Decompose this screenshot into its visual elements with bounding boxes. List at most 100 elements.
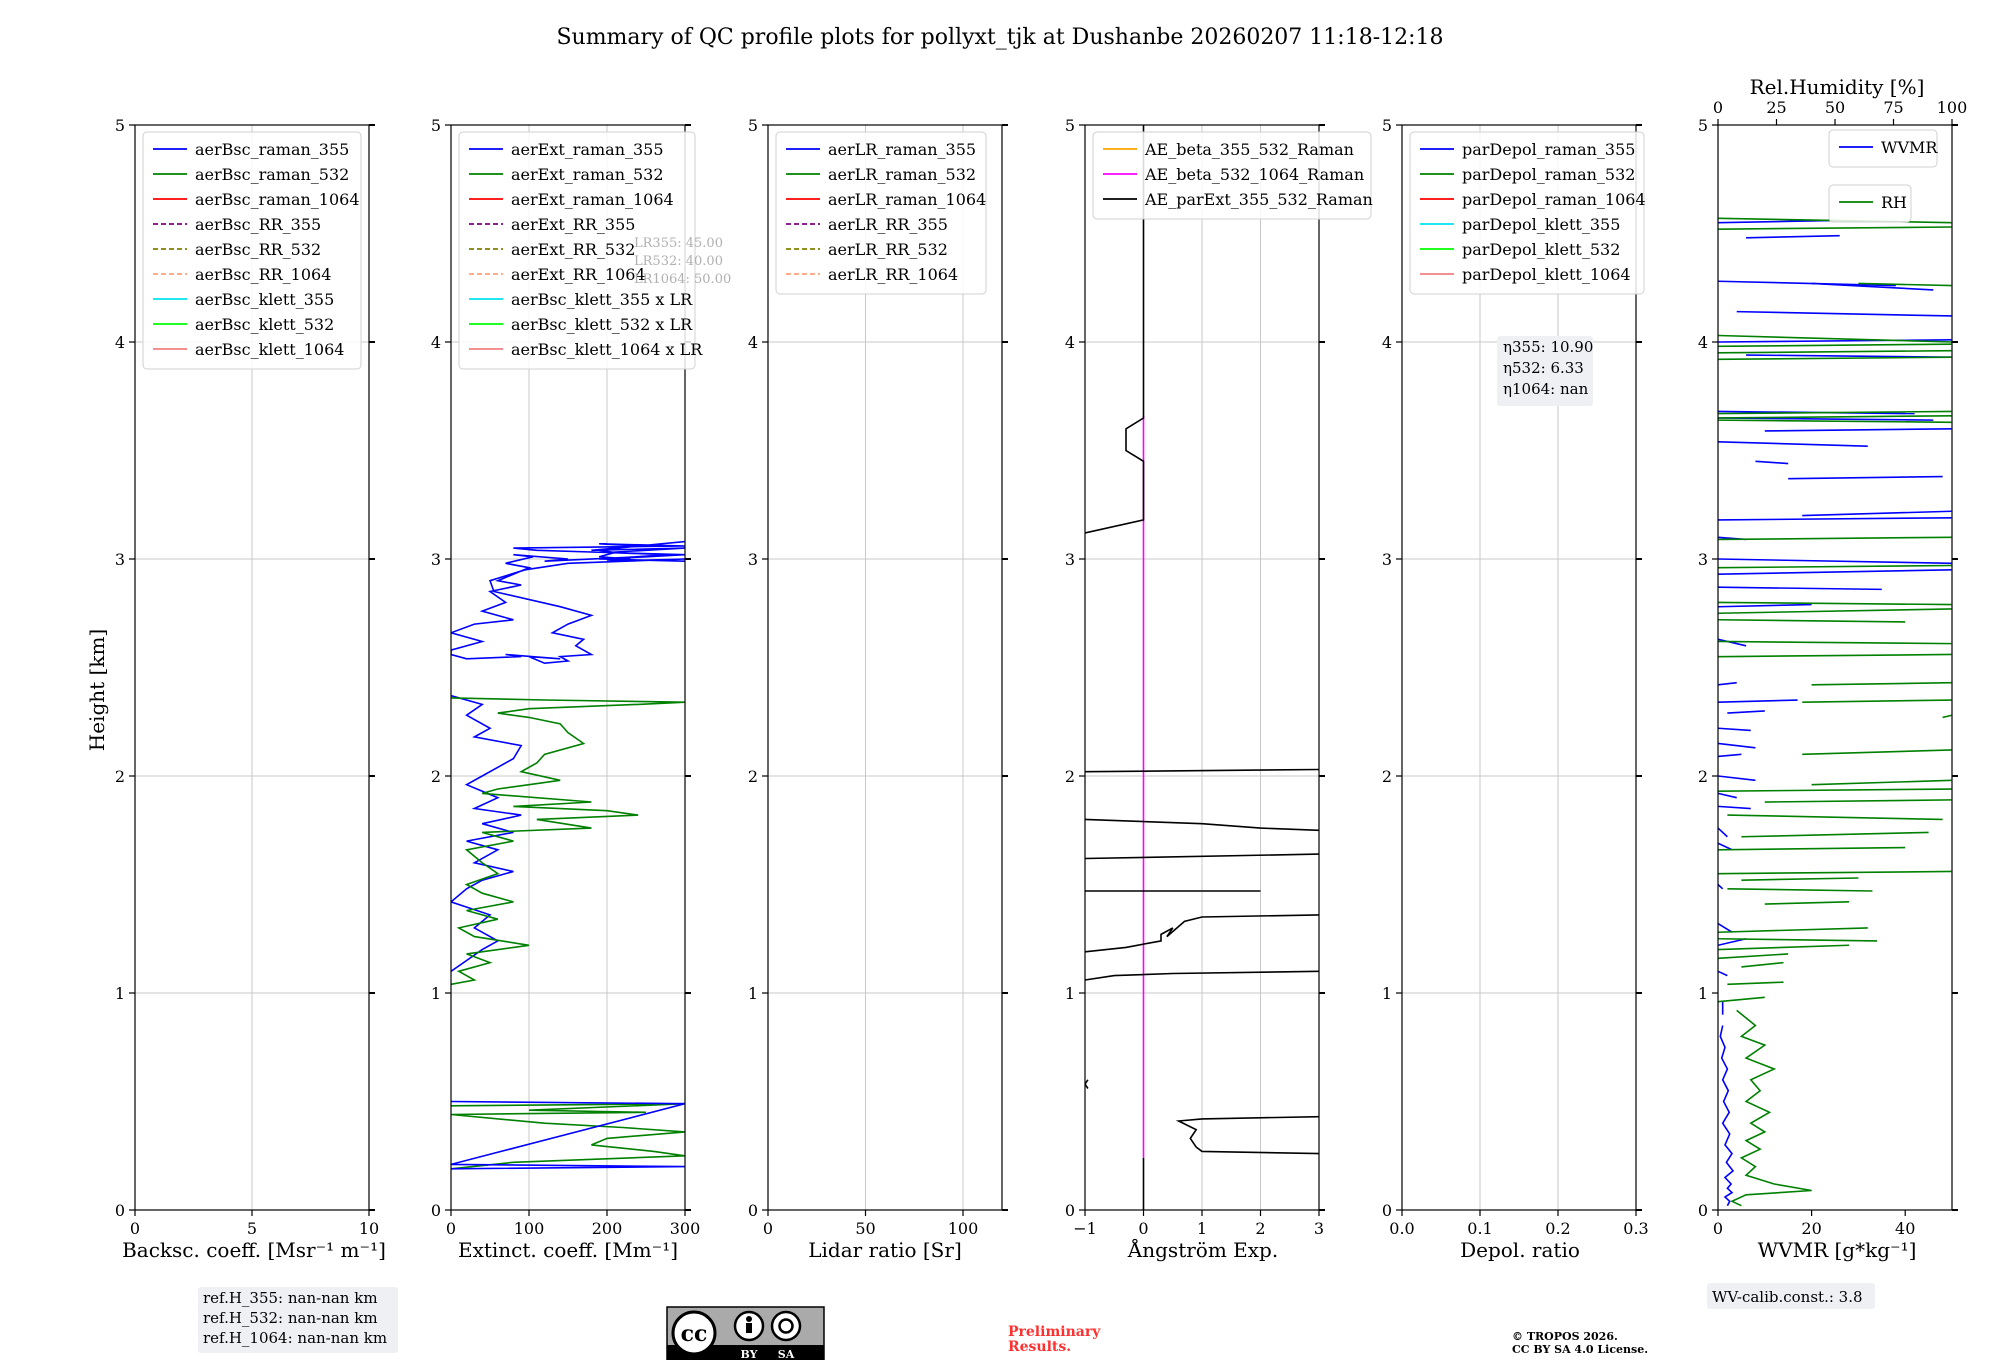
- legend-backscatter-entry: aerBsc_raman_532: [195, 165, 349, 184]
- series-segment-WVMR_segments: [1718, 727, 1751, 732]
- y-tick-label: 3: [1382, 550, 1392, 569]
- series-segment-RH_segments: [1718, 937, 1878, 942]
- y-tick-label: 3: [115, 550, 125, 569]
- series-segment-RH_segments: [1764, 901, 1850, 905]
- x-tick-label: 50: [855, 1219, 875, 1238]
- series-segment-RH_segments: [1718, 870, 1952, 875]
- y-tick-label: 3: [748, 550, 758, 569]
- x-tick-label: 200: [592, 1219, 623, 1238]
- x-axis-label: Extinct. coeff. [Mm⁻¹]: [458, 1238, 678, 1262]
- legend-wvmr-box: [1828, 129, 1938, 168]
- legend-lidar_ratio-entry: aerLR_raman_355: [828, 140, 976, 159]
- series-segment-RH_segments: [1741, 877, 1859, 881]
- series-line-AE_parExt_f: [1085, 970, 1319, 981]
- y-tick-label: 1: [1382, 984, 1392, 1003]
- series-line-AE_parExt_e: [1085, 914, 1319, 953]
- series-line-AE_parExt_top: [1085, 125, 1145, 534]
- x-tick-label: 20: [1801, 1219, 1821, 1238]
- legend-angstrom-entry: AE_parExt_355_532_Raman: [1144, 190, 1373, 209]
- series-segment-RH_segments: [1741, 831, 1929, 838]
- series-line-AE_parExt_a: [1085, 768, 1319, 773]
- series-segment-RH_segments: [1718, 653, 1952, 658]
- y-tick-label: 0: [431, 1201, 441, 1220]
- eta-label: η1064: nan: [1503, 380, 1589, 398]
- legend-backscatter-entry: aerBsc_klett_355: [195, 290, 334, 309]
- series-segment-RH_segments: [1764, 799, 1952, 803]
- y-tick-label: 0: [1698, 1201, 1708, 1220]
- preliminary-label: Results.: [1008, 1339, 1071, 1355]
- series-segment-WVMR_segments: [1727, 710, 1765, 714]
- axes-frame: [1401, 124, 1637, 1211]
- legend-extinction-entry: aerExt_raman_532: [511, 165, 664, 184]
- series-segment-WVMR_segments: [1718, 558, 1952, 565]
- legend-extinction-entry: aerExt_raman_1064: [511, 190, 674, 209]
- top-x-axis-label: Rel.Humidity [%]: [1750, 75, 1925, 99]
- legend-extinction-box: [458, 131, 696, 370]
- y-tick-label: 4: [748, 333, 758, 352]
- legend-extinction-entry: aerBsc_klett_355 x LR: [511, 290, 693, 309]
- series-segment-WVMR_segments: [1755, 460, 1789, 465]
- figure-title: Summary of QC profile plots for pollyxt_…: [556, 25, 1443, 50]
- series-segment-WVMR_segments: [1718, 827, 1728, 838]
- series-segment-WVMR_segments: [1736, 310, 1952, 317]
- y-tick-label: 2: [1065, 767, 1075, 786]
- series-segment-RH_segments: [1718, 640, 1952, 645]
- legend-lidar_ratio-box: [775, 131, 987, 295]
- legend-extinction-entry: aerBsc_klett_1064 x LR: [511, 340, 703, 359]
- x-tick-label: −1: [1073, 1219, 1097, 1238]
- legend-backscatter-entry: aerBsc_klett_532: [195, 315, 334, 334]
- series-segment-RH_segments: [1741, 961, 1784, 968]
- series-line-AE_parExt_b: [1085, 818, 1319, 832]
- series-line-WVMR_low: [1719, 1025, 1735, 1207]
- x-tick-label: 1: [1197, 1219, 1207, 1238]
- x-tick-label: 0: [1713, 1219, 1723, 1238]
- sa-icon-arrow: [778, 1318, 794, 1334]
- cc-circle: [671, 1310, 717, 1356]
- lidar-ratio-note: LR532: 40.00: [634, 254, 723, 269]
- y-tick-label: 3: [1065, 550, 1075, 569]
- eta-label: η355: 10.90: [1503, 338, 1593, 356]
- series-segment-RH_segments: [1718, 944, 1850, 951]
- legend-depol-box: [1409, 131, 1645, 295]
- legend-rh-entry: RH: [1881, 193, 1907, 212]
- series-segment-RH_segments: [1718, 564, 1952, 569]
- series-segment-RH_segments: [1718, 618, 1906, 623]
- y-tick-label: 0: [748, 1201, 758, 1220]
- top-x-tick-label: 50: [1825, 98, 1845, 117]
- legend-backscatter-entry: aerBsc_RR_355: [195, 215, 321, 234]
- legend-backscatter-entry: aerBsc_raman_355: [195, 140, 349, 159]
- series-segment-RH_segments: [1718, 953, 1789, 960]
- series-line-aerExt_raman_355_low: [451, 694, 523, 972]
- wv-calib-label: WV-calib.const.: 3.8: [1712, 1288, 1863, 1306]
- series-segment-RH_segments: [1727, 981, 1784, 986]
- y-tick-label: 3: [431, 550, 441, 569]
- by-icon-head: [746, 1316, 752, 1322]
- legend-lidar_ratio-entry: aerLR_RR_532: [828, 240, 948, 259]
- series-line-aerExt_raman_355_low2: [451, 1100, 685, 1170]
- x-tick-label: 2: [1255, 1219, 1265, 1238]
- y-tick-label: 1: [1698, 984, 1708, 1003]
- series-segment-RH_segments: [1727, 888, 1873, 892]
- y-tick-label: 1: [115, 984, 125, 1003]
- panel-depol: 0.0 0.1 0.2 0.3 0 1 2 3 4 5 Depol. ratio parDepol_r…: [1382, 116, 1649, 1262]
- x-tick-label: 100: [948, 1219, 979, 1238]
- x-axis-label: Ångström Exp.: [1127, 1237, 1278, 1262]
- series-segment-RH_segments: [1718, 601, 1952, 606]
- y-tick-label: 2: [1698, 767, 1708, 786]
- series-segment-RH_segments: [1802, 699, 1952, 704]
- y-tick-label: 5: [748, 116, 758, 135]
- series-segment-WVMR_segments: [1718, 681, 1737, 686]
- series-segment-WVMR_segments: [1718, 441, 1868, 447]
- series-line-aerExt_raman_355: [451, 540, 685, 665]
- series-segment-WVMR_segments: [1718, 586, 1882, 591]
- series-segment-WVMR_segments: [1718, 842, 1733, 851]
- series-segment-WVMR_segments: [1788, 475, 1943, 480]
- series-segment-RH_segments: [1718, 410, 1952, 415]
- series-segment-WVMR_segments: [1718, 753, 1742, 758]
- top-x-tick-label: 75: [1883, 98, 1903, 117]
- series-segment-RH_segments: [1718, 846, 1906, 851]
- x-tick-label: 10: [359, 1219, 379, 1238]
- y-tick-label: 0: [1382, 1201, 1392, 1220]
